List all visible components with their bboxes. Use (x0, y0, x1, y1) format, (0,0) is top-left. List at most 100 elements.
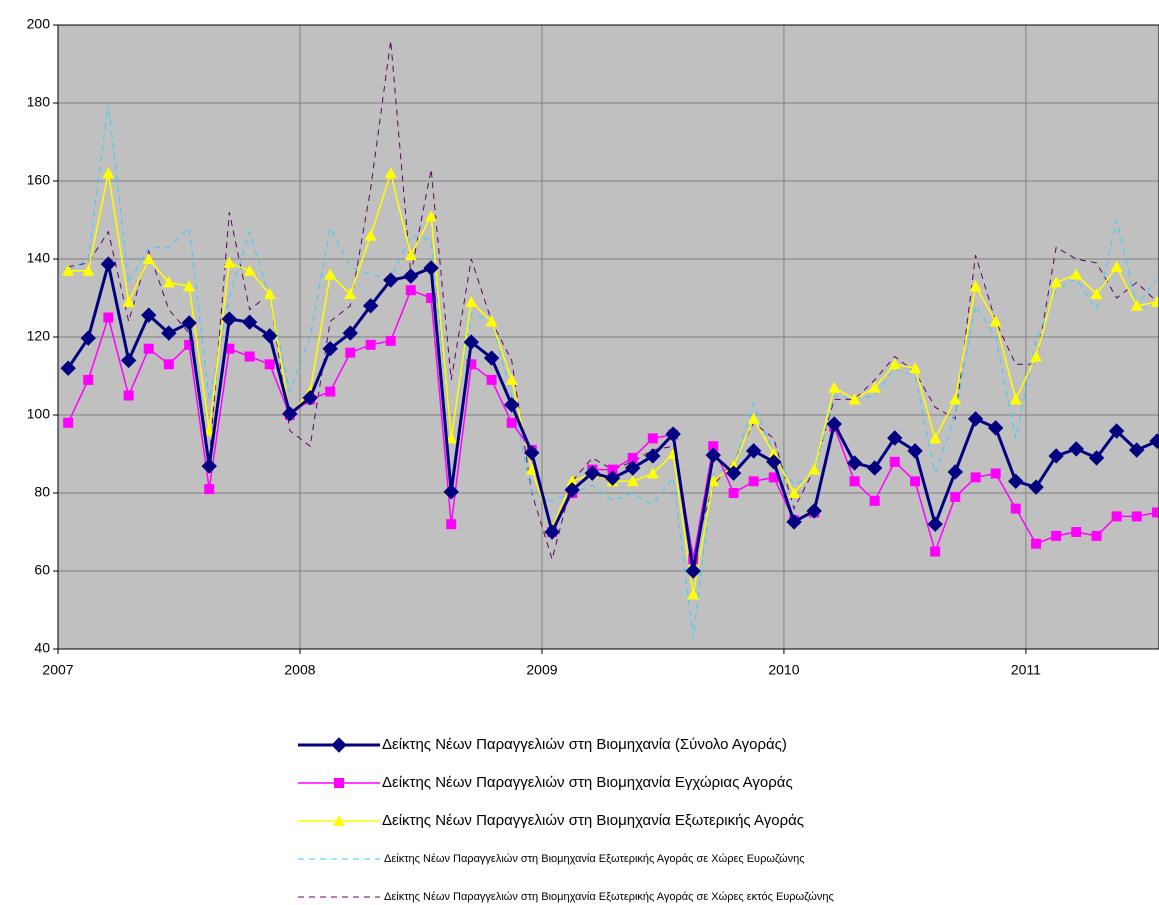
data-point (626, 475, 639, 487)
series-group (60, 40, 1159, 638)
data-point (403, 268, 419, 284)
y-tick-label: 80 (34, 484, 50, 500)
data-point (385, 335, 396, 346)
data-point (607, 464, 618, 475)
data-point (203, 424, 216, 436)
data-point (747, 412, 760, 424)
data-point (1152, 507, 1159, 518)
data-point (463, 334, 480, 350)
data-point (201, 458, 217, 474)
data-point (687, 588, 700, 600)
data-point (404, 249, 417, 261)
y-tick-label: 200 (27, 16, 51, 32)
data-point (1111, 511, 1122, 522)
data-point (446, 519, 457, 530)
data-point (970, 472, 981, 483)
data-point (786, 514, 802, 530)
data-point (244, 351, 255, 362)
data-point (486, 374, 497, 385)
data-point (426, 293, 437, 303)
data-point (324, 268, 337, 280)
x-tick-label: 2008 (284, 662, 315, 678)
data-point (60, 360, 76, 376)
data-point (162, 276, 175, 288)
data-point (223, 256, 236, 268)
data-point (364, 229, 377, 241)
data-point (1129, 442, 1145, 458)
data-point (949, 393, 962, 405)
data-point (142, 253, 155, 264)
data-point (604, 470, 621, 486)
data-point (62, 264, 75, 276)
data-point (1090, 288, 1103, 300)
data-point (224, 343, 235, 354)
data-point (909, 362, 922, 374)
data-point (705, 447, 721, 463)
data-point (483, 350, 500, 366)
data-point (544, 524, 560, 540)
data-point (241, 314, 258, 330)
data-point (264, 359, 275, 370)
legend-label: Δείκτης Νέων Παραγγελιών στη Βιομηχανία … (382, 774, 793, 791)
data-point (768, 472, 779, 483)
series-line (68, 40, 1158, 562)
data-point (161, 325, 177, 341)
y-tick-label: 140 (27, 250, 51, 266)
axes: 40 60 80 100 120 140 160 180 200 2007 2008 2009 2010… (27, 16, 1042, 678)
legend-marker (333, 815, 345, 826)
data-point (564, 482, 580, 498)
data-point (443, 484, 459, 500)
data-point (103, 312, 114, 323)
legend-label: Δείκτης Νέων Παραγγελιών στη Βιομηχανία … (382, 736, 787, 753)
data-point (927, 516, 943, 532)
data-point (645, 448, 661, 464)
data-point (183, 280, 196, 292)
data-point (83, 374, 94, 385)
data-point (282, 406, 298, 422)
data-point (384, 167, 397, 179)
data-point (184, 339, 195, 350)
data-point (405, 285, 416, 296)
data-point (708, 441, 719, 452)
data-point (504, 397, 520, 413)
y-tick-label: 180 (27, 94, 51, 110)
data-point (345, 347, 356, 358)
data-point (1151, 295, 1159, 307)
data-point (887, 430, 903, 446)
data-point (707, 475, 720, 487)
data-point (1149, 433, 1159, 449)
x-tick-label: 2007 (42, 662, 73, 678)
data-point (947, 464, 963, 480)
data-point (647, 433, 658, 444)
data-point (1031, 538, 1042, 549)
legend-marker (334, 778, 344, 788)
data-point (1030, 350, 1043, 362)
data-point (828, 381, 841, 393)
legend-label: Δείκτης Νέων Παραγγελιών στη Βιομηχανία … (384, 891, 834, 903)
data-point (1071, 527, 1082, 537)
y-tick-label: 160 (27, 172, 51, 188)
data-point (566, 475, 579, 487)
data-point (846, 455, 863, 471)
legend: Δείκτης Νέων Παραγγελιών στη Βιομηχανία … (298, 736, 834, 903)
data-point (766, 454, 782, 470)
data-point (181, 315, 197, 331)
data-point (907, 443, 923, 459)
data-point (967, 411, 984, 427)
data-point (1070, 268, 1083, 280)
data-point (362, 298, 379, 314)
data-point (1131, 511, 1142, 522)
data-point (1048, 448, 1064, 464)
data-point (445, 432, 458, 444)
y-tick-label: 120 (27, 328, 51, 344)
data-point (748, 476, 759, 487)
data-point (120, 352, 137, 369)
data-point (221, 311, 238, 327)
data-point (728, 488, 739, 498)
data-point (627, 452, 638, 463)
data-point (725, 465, 742, 481)
x-tick-label: 2010 (768, 662, 799, 678)
data-point (969, 280, 982, 292)
data-point (344, 288, 357, 300)
